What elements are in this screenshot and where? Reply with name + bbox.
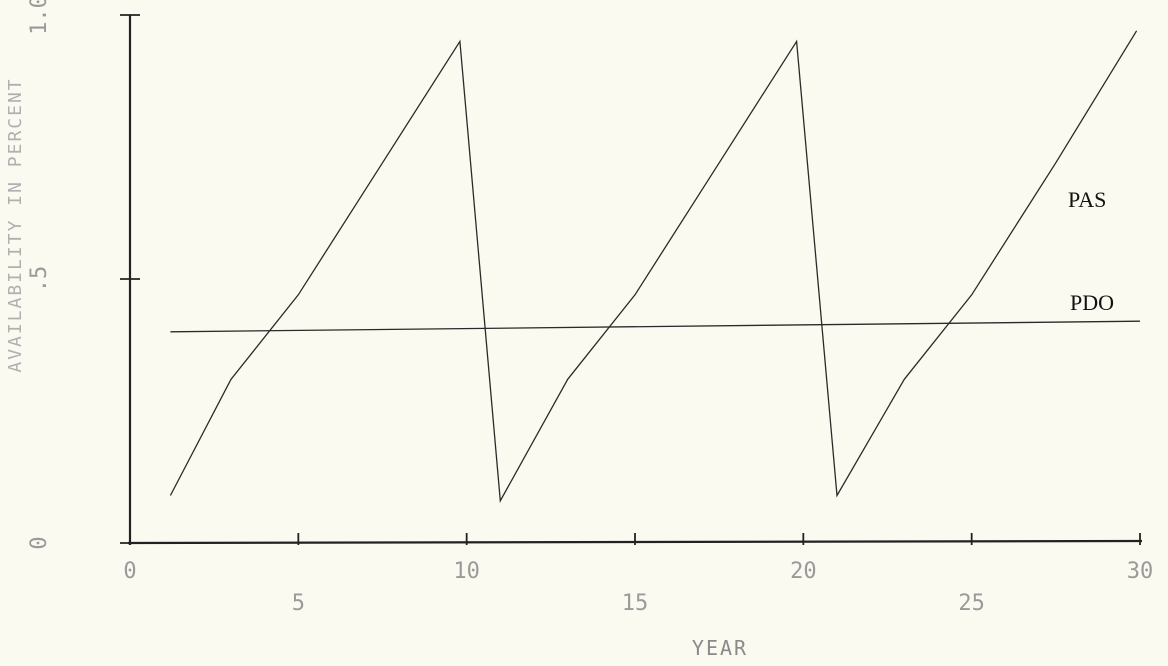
y-tick-label: .5 <box>27 266 52 293</box>
x-tick-label: 20 <box>790 559 817 584</box>
y-axis-label: AVAILABILITY IN PERCENT <box>5 77 26 372</box>
x-tick-label: 25 <box>958 591 985 616</box>
x-tick-label: 15 <box>622 591 649 616</box>
series-label-pdo: PDO <box>1070 290 1114 315</box>
x-tick-label: 5 <box>292 591 305 616</box>
series-line-pdo <box>170 320 1141 333</box>
x-tick-label: 0 <box>123 559 136 584</box>
y-tick-label: 1.0 <box>27 0 52 35</box>
x-tick-label: 10 <box>453 559 480 584</box>
axes <box>127 15 1143 545</box>
tick-marks <box>120 14 1141 545</box>
series-label-pas: PAS <box>1068 187 1106 212</box>
tick-labels: 0 5 10 15 20 25 30 0 .5 1.0 <box>27 0 1153 616</box>
y-tick-label: 0 <box>27 536 52 549</box>
x-tick-label: 30 <box>1127 559 1154 584</box>
series-line-pas <box>169 30 1138 503</box>
series-labels: PAS PDO <box>1068 187 1114 315</box>
x-axis-label: YEAR <box>692 636 748 660</box>
series-group <box>169 30 1141 503</box>
